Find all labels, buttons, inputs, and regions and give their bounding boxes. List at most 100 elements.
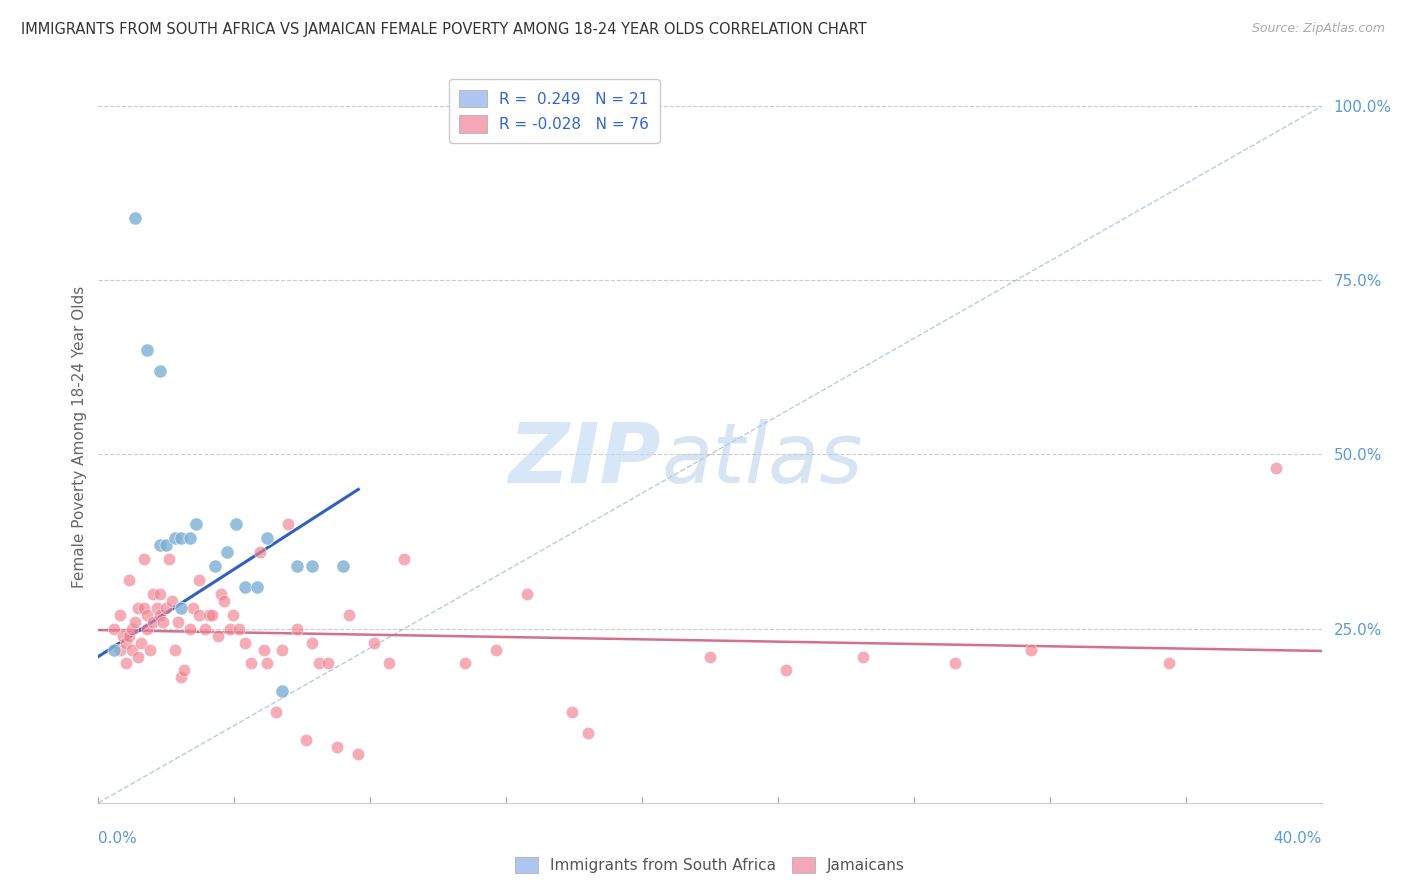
Point bbox=[1019, 642, 1042, 657]
Point bbox=[163, 642, 186, 657]
Point bbox=[295, 733, 318, 747]
Point bbox=[454, 657, 477, 671]
Point bbox=[204, 558, 226, 573]
Point bbox=[308, 657, 330, 671]
Point bbox=[270, 642, 292, 657]
Point bbox=[149, 364, 172, 378]
Text: 40.0%: 40.0% bbox=[1274, 831, 1322, 846]
Point bbox=[285, 622, 308, 636]
Point bbox=[332, 558, 354, 573]
Text: Source: ZipAtlas.com: Source: ZipAtlas.com bbox=[1251, 22, 1385, 36]
Point bbox=[149, 587, 172, 601]
Point bbox=[136, 343, 159, 357]
Point bbox=[152, 615, 174, 629]
Point bbox=[852, 649, 875, 664]
Point bbox=[173, 664, 195, 678]
Text: ZIP: ZIP bbox=[509, 418, 661, 500]
Point bbox=[264, 705, 287, 719]
Point bbox=[222, 607, 245, 622]
Point bbox=[301, 635, 323, 649]
Point bbox=[347, 747, 370, 761]
Point bbox=[115, 657, 138, 671]
Point bbox=[316, 657, 339, 671]
Text: IMMIGRANTS FROM SOUTH AFRICA VS JAMAICAN FEMALE POVERTY AMONG 18-24 YEAR OLDS CO: IMMIGRANTS FROM SOUTH AFRICA VS JAMAICAN… bbox=[21, 22, 868, 37]
Point bbox=[561, 705, 583, 719]
Point bbox=[207, 629, 229, 643]
Text: atlas: atlas bbox=[661, 418, 863, 500]
Point bbox=[124, 615, 146, 629]
Point bbox=[378, 657, 401, 671]
Point bbox=[155, 600, 177, 615]
Point bbox=[197, 607, 219, 622]
Point bbox=[219, 622, 242, 636]
Point bbox=[111, 629, 134, 643]
Point bbox=[1157, 657, 1180, 671]
Point bbox=[139, 642, 162, 657]
Point bbox=[270, 684, 292, 698]
Point bbox=[149, 607, 172, 622]
Point bbox=[160, 594, 183, 608]
Point bbox=[149, 538, 172, 552]
Point bbox=[485, 642, 508, 657]
Point bbox=[1264, 461, 1286, 475]
Point bbox=[155, 538, 177, 552]
Point bbox=[285, 558, 308, 573]
Point bbox=[134, 552, 156, 566]
Point bbox=[103, 622, 125, 636]
Point bbox=[277, 517, 299, 532]
Point bbox=[115, 635, 138, 649]
Point bbox=[225, 517, 247, 532]
Point bbox=[142, 587, 165, 601]
Point bbox=[118, 573, 141, 587]
Point bbox=[363, 635, 385, 649]
Point bbox=[200, 607, 222, 622]
Point bbox=[181, 600, 204, 615]
Point bbox=[188, 573, 211, 587]
Point bbox=[103, 642, 125, 657]
Point bbox=[145, 600, 167, 615]
Point bbox=[215, 545, 238, 559]
Legend: Immigrants from South Africa, Jamaicans: Immigrants from South Africa, Jamaicans bbox=[509, 851, 911, 880]
Point bbox=[301, 558, 323, 573]
Point bbox=[136, 607, 159, 622]
Point bbox=[108, 642, 131, 657]
Point bbox=[228, 622, 250, 636]
Point bbox=[943, 657, 966, 671]
Point bbox=[170, 531, 193, 545]
Point bbox=[209, 587, 232, 601]
Point bbox=[163, 531, 186, 545]
Point bbox=[170, 670, 193, 684]
Point bbox=[179, 531, 201, 545]
Point bbox=[127, 600, 149, 615]
Point bbox=[167, 615, 190, 629]
Point bbox=[186, 517, 208, 532]
Point bbox=[326, 740, 349, 755]
Point bbox=[392, 552, 416, 566]
Point bbox=[516, 587, 538, 601]
Point bbox=[775, 664, 797, 678]
Point bbox=[124, 211, 146, 225]
Point bbox=[134, 600, 156, 615]
Point bbox=[170, 600, 193, 615]
Point bbox=[129, 635, 152, 649]
Point bbox=[576, 726, 599, 740]
Point bbox=[127, 649, 149, 664]
Y-axis label: Female Poverty Among 18-24 Year Olds: Female Poverty Among 18-24 Year Olds bbox=[72, 286, 87, 588]
Point bbox=[118, 629, 141, 643]
Point bbox=[256, 531, 278, 545]
Point bbox=[249, 545, 271, 559]
Point bbox=[188, 607, 211, 622]
Point bbox=[240, 657, 263, 671]
Point bbox=[121, 622, 143, 636]
Point bbox=[142, 615, 165, 629]
Text: 0.0%: 0.0% bbox=[98, 831, 138, 846]
Point bbox=[256, 657, 278, 671]
Point bbox=[699, 649, 721, 664]
Point bbox=[157, 552, 180, 566]
Point bbox=[233, 580, 256, 594]
Point bbox=[252, 642, 274, 657]
Point bbox=[246, 580, 269, 594]
Point bbox=[233, 635, 256, 649]
Point bbox=[337, 607, 360, 622]
Point bbox=[136, 622, 159, 636]
